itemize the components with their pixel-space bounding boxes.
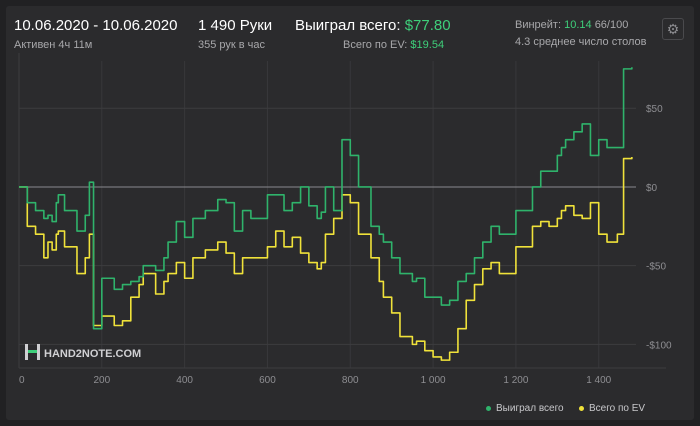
legend-ev: Всего по EV (579, 403, 645, 414)
x-tick-label: 1 200 (503, 375, 528, 386)
settings-button[interactable]: ⚙ (662, 18, 684, 40)
won-total: Выиграл всего: $77.80 (295, 17, 451, 34)
legend-won-marker (486, 405, 491, 411)
x-tick-label: 1 000 (421, 375, 446, 386)
axis-labels: 0 200 400 600 800 1 000 1 200 1 400 $50 $0 -$50 -$1… (19, 104, 672, 386)
ev-total-label: Всего по EV: (343, 39, 408, 51)
y-tick-label: $0 (646, 183, 658, 194)
gear-icon: ⚙ (666, 21, 680, 37)
x-tick-label: 1 400 (586, 375, 611, 386)
avg-tables: 4.3 среднее число столов (515, 36, 647, 48)
legend-ev-marker (579, 405, 584, 411)
active-time: Активен 4ч 11м (14, 39, 93, 51)
legend-won: Выиграл всего (486, 403, 564, 414)
series-lines (19, 67, 633, 361)
winrate-label: Винрейт: (515, 19, 562, 31)
won-total-label: Выиграл всего: (295, 17, 401, 34)
legend-ev-label: Всего по EV (589, 403, 646, 414)
watermark-text: HAND2NOTE.COM (44, 348, 141, 360)
winrate-suffix: 66/100 (594, 19, 629, 31)
x-tick-label: 200 (93, 375, 110, 386)
chart-svg: 0 200 400 600 800 1 000 1 200 1 400 $50 $0 -$50 -$1… (18, 53, 672, 386)
series-won-line (19, 67, 633, 330)
x-tick-label: 600 (259, 375, 276, 386)
winrate: Винрейт: 10.14 66/100 (515, 19, 628, 31)
ev-total: Всего по EV: $19.54 (343, 39, 444, 51)
hands-count: 1 490 Руки (198, 17, 273, 34)
x-tick-label: 0 (19, 375, 25, 386)
date-range: 10.06.2020 - 10.06.2020 (14, 17, 178, 34)
won-total-value: $77.80 (404, 17, 451, 34)
legend-won-label: Выиграл всего (496, 403, 564, 414)
watermark: HAND2NOTE.COM (25, 344, 141, 360)
y-tick-label: -$50 (646, 262, 666, 273)
x-tick-label: 800 (342, 375, 359, 386)
y-tick-label: -$100 (646, 340, 672, 351)
x-tick-label: 400 (176, 375, 193, 386)
chart-panel: 10.06.2020 - 10.06.2020 Активен 4ч 11м 1… (6, 6, 694, 420)
winrate-value: 10.14 (564, 19, 592, 31)
ev-total-value: $19.54 (410, 39, 445, 51)
hands-per-hour: 355 рук в час (198, 39, 266, 51)
hand2note-logo-icon (25, 344, 40, 360)
y-tick-label: $50 (646, 104, 663, 115)
